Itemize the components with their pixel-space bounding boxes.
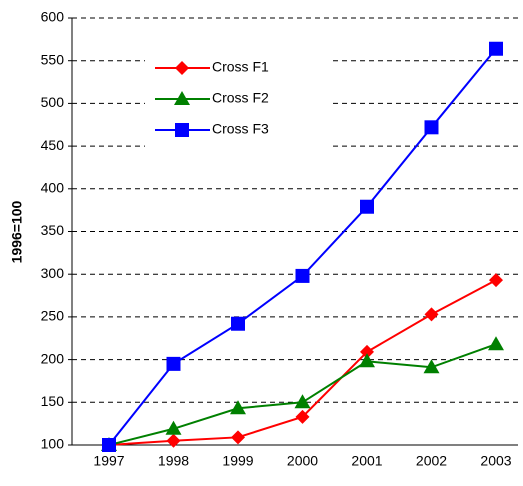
y-tick-label: 100 bbox=[41, 436, 65, 452]
marker bbox=[489, 41, 503, 56]
marker bbox=[102, 438, 116, 452]
marker bbox=[489, 273, 503, 288]
marker bbox=[423, 359, 440, 374]
marker bbox=[424, 307, 439, 322]
marker bbox=[166, 433, 181, 448]
x-tick-label: 2000 bbox=[287, 453, 318, 469]
legend-label: Cross F3 bbox=[212, 121, 269, 137]
y-tick-label: 200 bbox=[41, 350, 65, 366]
y-tick-label: 400 bbox=[41, 180, 65, 196]
marker bbox=[424, 120, 439, 135]
marker bbox=[231, 316, 245, 331]
y-tick-label: 550 bbox=[41, 51, 65, 67]
marker bbox=[294, 394, 311, 409]
legend-marker bbox=[175, 123, 189, 137]
legend-marker bbox=[174, 91, 190, 105]
marker bbox=[166, 356, 181, 371]
x-tick-label: 2002 bbox=[416, 453, 447, 469]
marker bbox=[230, 400, 246, 415]
marker bbox=[488, 336, 504, 351]
y-tick-label: 150 bbox=[41, 393, 65, 409]
y-axis-label: 1996=100 bbox=[9, 200, 25, 263]
x-tick-label: 2001 bbox=[351, 453, 382, 469]
marker bbox=[295, 409, 310, 424]
marker bbox=[295, 268, 310, 283]
y-tick-label: 250 bbox=[41, 308, 65, 324]
legend-marker bbox=[175, 61, 189, 75]
legend-label: Cross F1 bbox=[212, 59, 269, 75]
marker bbox=[359, 353, 375, 368]
legend-label: Cross F2 bbox=[212, 90, 269, 106]
y-tick-label: 450 bbox=[41, 137, 65, 153]
x-tick-label: 1999 bbox=[222, 453, 253, 469]
x-tick-label: 1998 bbox=[158, 453, 189, 469]
marker bbox=[231, 430, 245, 445]
y-tick-label: 500 bbox=[41, 94, 65, 110]
y-tick-label: 600 bbox=[41, 9, 65, 25]
y-tick-label: 350 bbox=[41, 222, 65, 238]
marker bbox=[165, 420, 182, 435]
marker bbox=[360, 344, 374, 359]
marker bbox=[360, 199, 374, 214]
x-tick-label: 1997 bbox=[93, 453, 124, 469]
y-tick-label: 300 bbox=[41, 265, 65, 281]
x-tick-label: 2003 bbox=[480, 453, 511, 469]
